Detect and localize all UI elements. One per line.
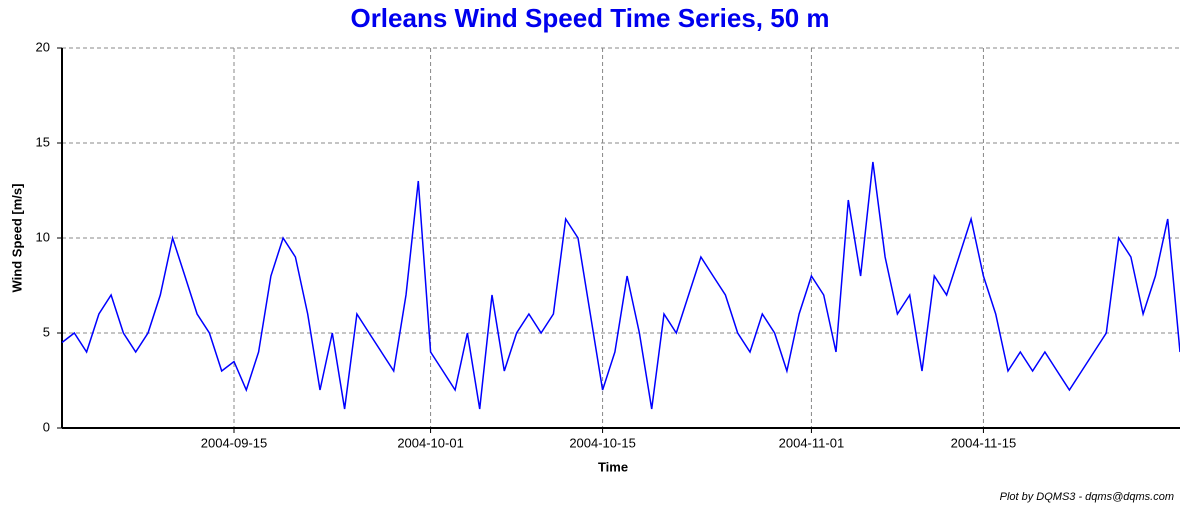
y-tick-label: 5 xyxy=(43,324,50,339)
x-tick-label: 2004-10-01 xyxy=(397,435,464,450)
y-axis-label: Wind Speed [m/s] xyxy=(9,184,24,293)
chart-title: Orleans Wind Speed Time Series, 50 m xyxy=(350,3,829,33)
chart: Orleans Wind Speed Time Series, 50 m Win… xyxy=(0,0,1180,508)
x-tick-label: 2004-09-15 xyxy=(201,435,268,450)
y-tick-label: 20 xyxy=(36,39,50,54)
y-tick-label: 15 xyxy=(36,134,50,149)
y-tick-label: 0 xyxy=(43,419,50,434)
x-tick-label: 2004-10-15 xyxy=(569,435,636,450)
x-tick-label: 2004-11-15 xyxy=(951,435,1017,450)
footer: Plot by DQMS3 - dqms@dqms.com xyxy=(1000,491,1174,503)
series-line xyxy=(62,162,1180,409)
x-axis-label: Time xyxy=(598,459,628,474)
x-tick-label: 2004-11-01 xyxy=(779,435,845,450)
y-tick-label: 10 xyxy=(36,229,50,244)
